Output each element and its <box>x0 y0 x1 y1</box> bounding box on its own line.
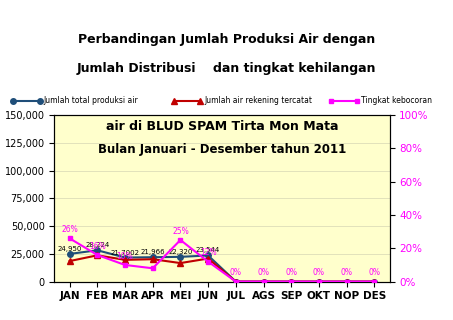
Line: Jumlah total produksi air: Jumlah total produksi air <box>67 247 377 284</box>
Text: 10%: 10% <box>116 252 133 261</box>
Jumlah total produksi air <box>316 280 322 284</box>
Jumlah total produksi air <box>289 280 294 284</box>
Text: Perbandingan Jumlah Produksi Air dengan: Perbandingan Jumlah Produksi Air dengan <box>78 33 375 46</box>
Tingkat kebocoran <box>289 280 294 284</box>
Jumlah total produksi air <box>371 280 377 284</box>
Line: Tingkat kebocoran: Tingkat kebocoran <box>67 236 377 284</box>
Text: 16%: 16% <box>89 242 106 251</box>
Jumlah air rekening tercatat <box>233 280 239 284</box>
Jumlah air rekening tercatat <box>261 280 266 284</box>
Text: 12%: 12% <box>200 248 217 258</box>
Text: air di BLUD SPAM Tirta Mon Mata: air di BLUD SPAM Tirta Mon Mata <box>106 120 338 133</box>
Jumlah total produksi air <box>178 255 183 259</box>
Text: 26%: 26% <box>61 225 78 234</box>
Text: 21,966: 21,966 <box>140 249 165 255</box>
Text: 21,7002: 21,7002 <box>111 250 140 256</box>
Jumlah total produksi air <box>122 256 128 260</box>
Text: Bulan Januari - Desember tahun 2011: Bulan Januari - Desember tahun 2011 <box>98 143 346 156</box>
Text: 0%: 0% <box>368 268 381 277</box>
Y-axis label: Meter kubik (m³): Meter kubik (m³) <box>0 160 2 236</box>
Tingkat kebocoran <box>205 260 211 264</box>
Jumlah total produksi air <box>233 280 239 284</box>
Tingkat kebocoran <box>316 280 322 284</box>
Jumlah air rekening tercatat <box>289 280 294 284</box>
Text: Jumlah total produksi air: Jumlah total produksi air <box>44 96 139 105</box>
Tingkat kebocoran <box>122 263 128 267</box>
Tingkat kebocoran <box>67 236 72 240</box>
Jumlah air rekening tercatat <box>205 257 211 260</box>
Tingkat kebocoran <box>178 238 183 242</box>
Tingkat kebocoran <box>150 266 155 270</box>
Jumlah total produksi air <box>205 253 211 257</box>
Jumlah total produksi air <box>67 252 72 256</box>
Tingkat kebocoran <box>344 280 349 284</box>
Tingkat kebocoran <box>261 280 266 284</box>
Text: 0%: 0% <box>313 268 325 277</box>
Jumlah air rekening tercatat <box>316 280 322 284</box>
Text: 0%: 0% <box>285 268 297 277</box>
Text: 0%: 0% <box>230 268 242 277</box>
Text: 24,950: 24,950 <box>58 246 82 252</box>
Text: 0%: 0% <box>257 268 270 277</box>
Line: Jumlah air rekening tercatat: Jumlah air rekening tercatat <box>67 252 377 284</box>
Jumlah air rekening tercatat <box>371 280 377 284</box>
Text: 0%: 0% <box>341 268 352 277</box>
Jumlah total produksi air <box>95 248 100 252</box>
Text: Jumlah air rekening tercatat: Jumlah air rekening tercatat <box>205 96 313 105</box>
Tingkat kebocoran <box>95 253 100 257</box>
Jumlah air rekening tercatat <box>150 257 155 261</box>
Tingkat kebocoran <box>233 280 239 284</box>
Text: Tingkat kebocoran: Tingkat kebocoran <box>361 96 432 105</box>
Jumlah air rekening tercatat <box>67 259 72 263</box>
Jumlah air rekening tercatat <box>178 261 183 265</box>
Jumlah air rekening tercatat <box>344 280 349 284</box>
Jumlah air rekening tercatat <box>95 253 100 257</box>
Text: 22,320: 22,320 <box>168 249 193 255</box>
Jumlah total produksi air <box>261 280 266 284</box>
Jumlah total produksi air <box>150 255 155 259</box>
Jumlah total produksi air <box>344 280 349 284</box>
Text: Jumlah Distribusi    dan tingkat kehilangan: Jumlah Distribusi dan tingkat kehilangan <box>77 62 376 75</box>
Tingkat kebocoran <box>371 280 377 284</box>
Jumlah air rekening tercatat <box>122 258 128 262</box>
Text: 25%: 25% <box>172 227 189 236</box>
Text: 23,544: 23,544 <box>196 247 220 253</box>
Text: 28,224: 28,224 <box>85 242 110 248</box>
